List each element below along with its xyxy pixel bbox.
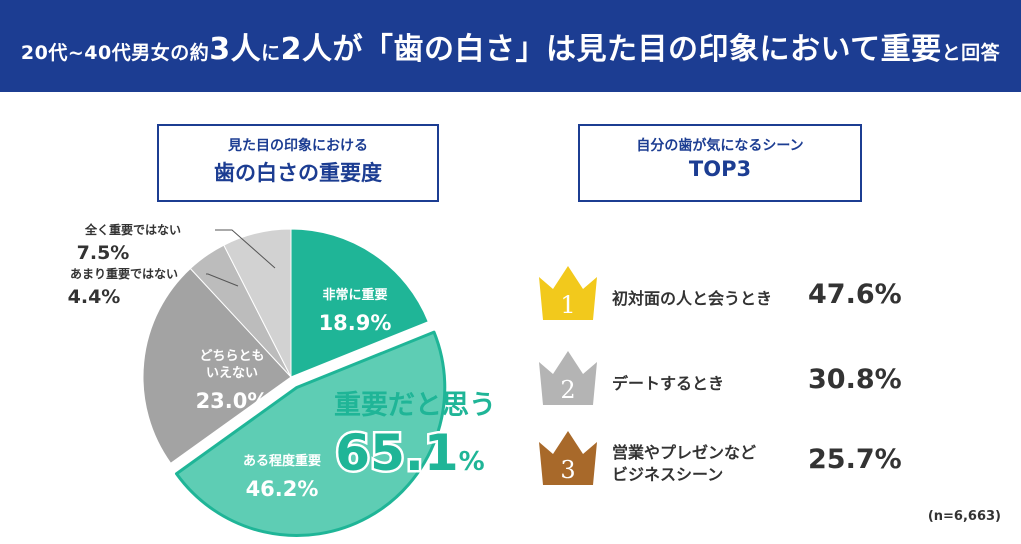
sample-size-note: (n=6,663) bbox=[927, 509, 1001, 524]
rank-number: 3 bbox=[560, 456, 575, 484]
slice-label: 全く重要ではない bbox=[84, 222, 181, 237]
slice-label: 非常に重要 bbox=[322, 287, 387, 303]
slice-label: ある程度重要 bbox=[243, 453, 321, 469]
ranking-section-subtitle: 自分の歯が気になるシーン bbox=[636, 138, 804, 154]
title-part: 」は見た目の印象において bbox=[515, 32, 881, 67]
rank-value: 25.7% bbox=[808, 444, 902, 475]
rank-label: デートするとき bbox=[612, 374, 725, 393]
pie-section-subtitle: 見た目の印象における bbox=[228, 138, 368, 154]
slice-value: 46.2% bbox=[246, 477, 319, 501]
ranking-section-title: TOP3 bbox=[688, 157, 752, 181]
slice-label: いえない bbox=[206, 366, 258, 381]
slice-value: 7.5% bbox=[77, 242, 130, 264]
pie-slice bbox=[142, 267, 292, 464]
header-banner: 20代~40代男女の約3人に2人が「歯の白さ」は見た目の印象において重要と回答 bbox=[0, 0, 1021, 92]
slice-label: どちらとも bbox=[199, 349, 264, 364]
pie-slice bbox=[175, 330, 447, 538]
title-part-emphasis: 歯の白さ bbox=[393, 32, 516, 67]
rank-number: 2 bbox=[560, 376, 575, 404]
crown-icon: 2 bbox=[539, 351, 597, 405]
leader-line bbox=[215, 229, 276, 269]
ranking-section-title-box: 自分の歯が気になるシーン TOP3 bbox=[578, 124, 862, 202]
pie-slice bbox=[290, 228, 429, 378]
crown-icon: 1 bbox=[539, 266, 597, 320]
leader-line bbox=[206, 273, 239, 287]
title-part-emphasis: 重要 bbox=[880, 32, 942, 67]
slice-value: 18.9% bbox=[319, 311, 392, 335]
crown-icon: 3 bbox=[539, 431, 597, 485]
rank-value: 47.6% bbox=[808, 279, 902, 310]
pie-section-title: 歯の白さの重要度 bbox=[214, 161, 382, 185]
title-part-emphasis: 3人 bbox=[209, 32, 262, 67]
rank-label: 営業やプレゼンなど ビジネスシーン bbox=[612, 443, 757, 484]
rank-label: 初対面の人と会うとき bbox=[612, 289, 773, 308]
callout-label: 重要だと思う bbox=[334, 390, 496, 421]
rank-number: 1 bbox=[560, 291, 575, 319]
slice-value: 4.4% bbox=[68, 286, 121, 308]
page-title: 20代~40代男女の約3人に2人が「歯の白さ」は見た目の印象において重要と回答 bbox=[21, 24, 1000, 68]
title-part: に bbox=[261, 42, 281, 64]
title-part: と回答 bbox=[941, 42, 1001, 64]
callout-value: 65.1% bbox=[335, 424, 484, 482]
pie-section-title-box: 見た目の印象における 歯の白さの重要度 bbox=[157, 124, 439, 202]
title-part: 20代~40代男女の約 bbox=[20, 42, 210, 64]
slice-label: あまり重要ではない bbox=[70, 266, 178, 281]
pie-slice bbox=[223, 228, 292, 378]
title-part: が「 bbox=[332, 32, 394, 67]
rank-value: 30.8% bbox=[808, 364, 902, 395]
slice-value: 23.0% bbox=[196, 389, 269, 413]
title-part-emphasis: 2人 bbox=[280, 32, 333, 67]
